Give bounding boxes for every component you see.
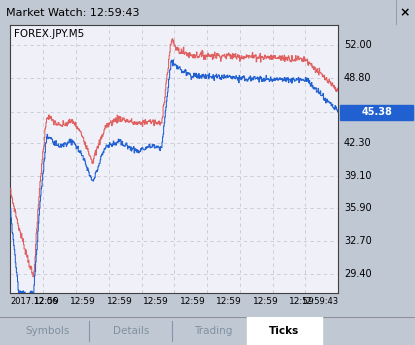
Text: 12:59: 12:59: [289, 297, 315, 306]
Text: 45.38: 45.38: [361, 107, 392, 117]
Text: 42.30: 42.30: [344, 138, 371, 148]
Text: 48.80: 48.80: [344, 72, 371, 82]
FancyBboxPatch shape: [340, 105, 413, 120]
Text: 29.40: 29.40: [344, 269, 371, 279]
Text: 12:59: 12:59: [107, 297, 132, 306]
Text: Trading: Trading: [195, 326, 233, 336]
Text: Details: Details: [112, 326, 149, 336]
Text: 35.90: 35.90: [344, 203, 371, 213]
Text: Symbols: Symbols: [26, 326, 70, 336]
Text: 12:59: 12:59: [180, 297, 205, 306]
Text: 12:59: 12:59: [216, 297, 242, 306]
Text: 12:59: 12:59: [143, 297, 169, 306]
Text: 12:59: 12:59: [34, 297, 60, 306]
Text: 12:59: 12:59: [71, 297, 96, 306]
Text: 39.10: 39.10: [344, 171, 371, 181]
FancyBboxPatch shape: [247, 315, 322, 345]
Text: 12:59:43: 12:59:43: [301, 297, 338, 306]
Text: Market Watch: 12:59:43: Market Watch: 12:59:43: [6, 8, 140, 18]
Text: 2017.12.06: 2017.12.06: [10, 297, 58, 306]
Text: 32.70: 32.70: [344, 236, 372, 246]
Text: 12:59: 12:59: [252, 297, 278, 306]
Text: FOREX.JPY.M5: FOREX.JPY.M5: [14, 29, 84, 39]
Text: 52.00: 52.00: [344, 40, 372, 50]
Text: Ticks: Ticks: [269, 326, 299, 336]
Text: ×: ×: [399, 6, 410, 19]
